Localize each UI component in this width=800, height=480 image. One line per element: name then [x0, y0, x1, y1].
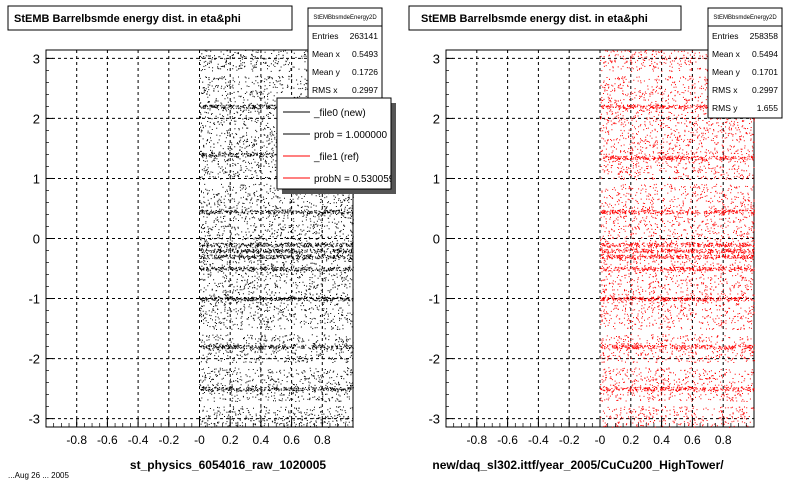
x-tick-label: 0.6 — [684, 433, 701, 447]
x-tick-label: -0.2 — [158, 433, 179, 447]
y-tick-label: 3 — [33, 51, 40, 66]
stats-value: 1.655 — [757, 103, 779, 113]
legend-label: _file1 (ref) — [313, 152, 359, 163]
right-x-axis-label: new/daq_sl302.ittf/year_2005/CuCu200_Hig… — [432, 458, 724, 472]
x-tick-label: -0 — [194, 433, 205, 447]
stats-label: RMS y — [712, 103, 738, 113]
legend-box — [276, 97, 392, 190]
scatter-markers — [600, 50, 755, 428]
x-tick-label: -0.2 — [559, 433, 580, 447]
right-x-axis: -0.8 -0.6 -0.4 -0.2 -0 0.2 0.4 0.6 0.8 — [445, 419, 755, 447]
stats-value: 0.1701 — [752, 67, 778, 77]
stats-label: RMS x — [312, 85, 338, 95]
right-stats-name: StEMBbsmdeEnergy2D — [713, 15, 777, 21]
left-stats-name: StEMBbsmdeEnergy2D — [313, 15, 377, 21]
stats-label: Mean x — [312, 49, 341, 59]
y-tick-label: 0 — [33, 232, 40, 247]
right-stats-box: StEMBbsmdeEnergy2D Entries 258358 Mean x 0.… — [707, 7, 783, 119]
right-title-box — [408, 5, 682, 31]
right-scatter-points — [600, 50, 755, 428]
stats-value: 258358 — [750, 31, 779, 41]
legend-label: probN = 0.530059 — [314, 174, 395, 185]
left-panel: StEMB Barrelbsmde energy dist. in eta&ph… — [7, 5, 396, 472]
x-tick-label: -0.8 — [466, 433, 487, 447]
x-tick-label: 0.8 — [314, 433, 331, 447]
y-tick-label: -2 — [28, 352, 40, 367]
stats-label: Mean x — [712, 49, 741, 59]
y-tick-label: -3 — [28, 412, 40, 427]
x-tick-label: 0.4 — [653, 433, 670, 447]
stats-value: 0.5494 — [752, 49, 778, 59]
y-tick-label: 2 — [433, 111, 440, 126]
x-tick-label: -0.8 — [66, 433, 87, 447]
x-tick-label: -0.4 — [528, 433, 549, 447]
left-chart-title: StEMB Barrelbsmde energy dist. in eta&ph… — [14, 13, 241, 25]
left-y-axis: -3 -2 -1 0 1 2 3 — [28, 51, 53, 427]
stats-value: 263141 — [350, 31, 379, 41]
y-tick-label: 1 — [433, 171, 440, 186]
stats-label: Mean y — [312, 67, 341, 77]
x-tick-label: 0.6 — [283, 433, 300, 447]
stats-value: 0.2997 — [352, 85, 378, 95]
y-tick-label: -2 — [428, 352, 440, 367]
left-stats-box: StEMBbsmdeEnergy2D Entries 263141 Mean x 0.… — [307, 7, 383, 101]
y-tick-label: 2 — [33, 111, 40, 126]
left-x-axis: -0.8 -0.6 -0.4 -0.2 -0 0.2 0.4 0.6 0.8 — [45, 419, 354, 447]
y-tick-label: -3 — [428, 412, 440, 427]
right-chart-title: StEMB Barrelbsmde energy dist. in eta&ph… — [421, 13, 648, 25]
stats-label: RMS x — [712, 85, 738, 95]
x-tick-label: 0.2 — [222, 433, 239, 447]
legend-label: prob = 1.000000 — [314, 130, 388, 141]
right-y-axis: -3 -2 -1 0 1 2 3 — [428, 51, 453, 427]
x-tick-label: -0 — [595, 433, 606, 447]
left-x-axis-label: st_physics_6054016_raw_1020005 — [130, 458, 326, 472]
left-grid — [46, 50, 353, 427]
footer-text: ...Aug 26 ... 2005 — [8, 471, 69, 480]
x-tick-label: -0.4 — [128, 433, 149, 447]
y-tick-label: -1 — [28, 292, 40, 307]
x-tick-label: -0.6 — [497, 433, 518, 447]
stats-label: Entries — [312, 31, 338, 41]
y-tick-label: 0 — [433, 232, 440, 247]
y-tick-label: -1 — [428, 292, 440, 307]
legend-label: _file0 (new) — [313, 108, 366, 119]
stats-label: Mean y — [712, 67, 741, 77]
stats-value: 0.2997 — [752, 85, 778, 95]
right-panel: StEMB Barrelbsmde energy dist. in eta&ph… — [408, 5, 783, 472]
x-tick-label: 0.4 — [253, 433, 270, 447]
stats-label: Entries — [712, 31, 738, 41]
x-tick-label: 0.8 — [715, 433, 732, 447]
y-tick-label: 1 — [33, 171, 40, 186]
x-tick-label: -0.6 — [97, 433, 118, 447]
left-title-box — [7, 5, 293, 31]
y-tick-label: 3 — [433, 51, 440, 66]
stats-value: 0.1726 — [352, 67, 378, 77]
x-tick-label: 0.2 — [622, 433, 639, 447]
stats-value: 0.5493 — [352, 49, 378, 59]
left-legend: _file0 (new) prob = 1.000000 _file1 (ref) p… — [276, 97, 396, 194]
